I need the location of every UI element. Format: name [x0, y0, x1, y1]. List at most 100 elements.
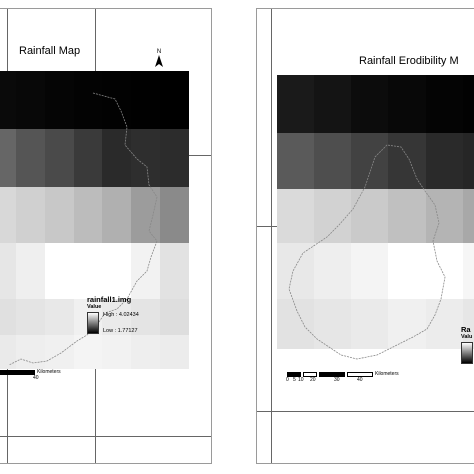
raster-cell [131, 243, 161, 299]
scale-bar: Kilometers 0 5 10 20 30 40 [286, 371, 399, 383]
legend-high: High : 4.02434 [103, 312, 139, 318]
legend-subtitle: Value [87, 304, 102, 310]
raster-cell [73, 129, 103, 187]
raster-cell [351, 75, 389, 133]
scale-label: 20 [310, 377, 316, 383]
raster-cell [131, 335, 161, 369]
raster-cell [73, 71, 103, 129]
legend-color-ramp [87, 312, 99, 334]
scale-segment [347, 371, 373, 377]
legend-title: Ra [461, 325, 471, 334]
raster-cell [351, 299, 389, 349]
raster-cell [44, 187, 74, 243]
legend-title: rainfall1.img [87, 295, 132, 304]
raster-cell [102, 243, 132, 299]
raster-cell [0, 129, 16, 187]
raster-cell [351, 189, 389, 243]
raster-cell [314, 243, 352, 299]
raster-cell [160, 129, 189, 187]
raster-cell [44, 129, 74, 187]
raster-cell [73, 335, 103, 369]
north-arrow: N [155, 49, 163, 69]
raster-cell [388, 75, 426, 133]
raster-cell [277, 299, 315, 349]
raster-cell [102, 187, 132, 243]
raster-cell [73, 187, 103, 243]
raster-cell [462, 75, 474, 133]
scale-segment [287, 371, 301, 377]
raster-cell [277, 243, 315, 299]
raster-cell [131, 187, 161, 243]
raster-cell [160, 335, 189, 369]
raster-cell [15, 243, 45, 299]
raster-cell [277, 133, 315, 189]
raster-cell [160, 71, 189, 129]
scale-label: 0 [286, 377, 289, 383]
raster-cell [15, 299, 45, 335]
raster-cell [462, 243, 474, 299]
scale-unit: Kilometers [375, 371, 399, 377]
scale-segment [319, 371, 345, 377]
raster-cell [425, 133, 463, 189]
raster-cell [0, 243, 16, 299]
raster-cell [388, 133, 426, 189]
raster-cell [462, 189, 474, 243]
raster-cell [44, 335, 74, 369]
raster-cell [44, 71, 74, 129]
raster-cell [44, 243, 74, 299]
raster-cell [131, 129, 161, 187]
raster-cell [0, 71, 16, 129]
scale-label: 40 [33, 375, 39, 381]
rainfall-map-panel: Rainfall Map N rainfall1.img Value High … [0, 8, 212, 464]
raster-cell [314, 189, 352, 243]
raster-cell [0, 335, 16, 369]
north-label: N [156, 49, 162, 55]
raster-cell [15, 335, 45, 369]
scale-unit: Kilometers [37, 369, 61, 375]
north-arrow-icon [155, 55, 163, 67]
map-title: Rainfall Erodibility M [359, 55, 459, 67]
raster-cell [102, 71, 132, 129]
raster-cell [425, 75, 463, 133]
raster-cell [462, 299, 474, 349]
legend: Ra Valu [461, 325, 473, 364]
raster-cell [160, 187, 189, 243]
raster-cell [277, 189, 315, 243]
raster-cell [15, 71, 45, 129]
raster-cell [425, 189, 463, 243]
scale-label: 10 [298, 377, 304, 383]
frame-line [271, 9, 272, 463]
raster-cell [314, 299, 352, 349]
raster-cell [351, 243, 389, 299]
legend-low: Low : 1.77127 [103, 328, 138, 334]
raster-cell [351, 133, 389, 189]
erodibility-raster [277, 75, 474, 349]
rainfall-erodibility-map-panel: Rainfall Erodibility M Ra Valu Kilometer… [256, 8, 474, 464]
raster-cell [160, 299, 189, 335]
raster-cell [0, 299, 16, 335]
raster-cell [73, 243, 103, 299]
raster-cell [160, 243, 189, 299]
scale-labels: 0 5 10 20 30 40 [286, 377, 399, 383]
scale-label: 40 [357, 377, 363, 383]
raster-cell [425, 243, 463, 299]
raster-cell [425, 299, 463, 349]
scale-segment [303, 371, 317, 377]
scale-label: 30 [334, 377, 340, 383]
scale-bar: Kilometers 40 [0, 369, 61, 381]
raster-cell [277, 75, 315, 133]
raster-cell [44, 299, 74, 335]
legend-subtitle: Valu [461, 334, 473, 340]
legend: rainfall1.img Value High : 4.02434 Low :… [87, 295, 139, 334]
legend-color-ramp [461, 342, 473, 364]
raster-cell [0, 187, 16, 243]
grid-line [0, 436, 211, 437]
raster-cell [314, 75, 352, 133]
raster-cell [314, 133, 352, 189]
map-title: Rainfall Map [19, 45, 81, 57]
raster-cell [388, 189, 426, 243]
raster-cell [15, 129, 45, 187]
raster-cell [462, 133, 474, 189]
grid-line [257, 411, 474, 412]
raster-cell [15, 187, 45, 243]
